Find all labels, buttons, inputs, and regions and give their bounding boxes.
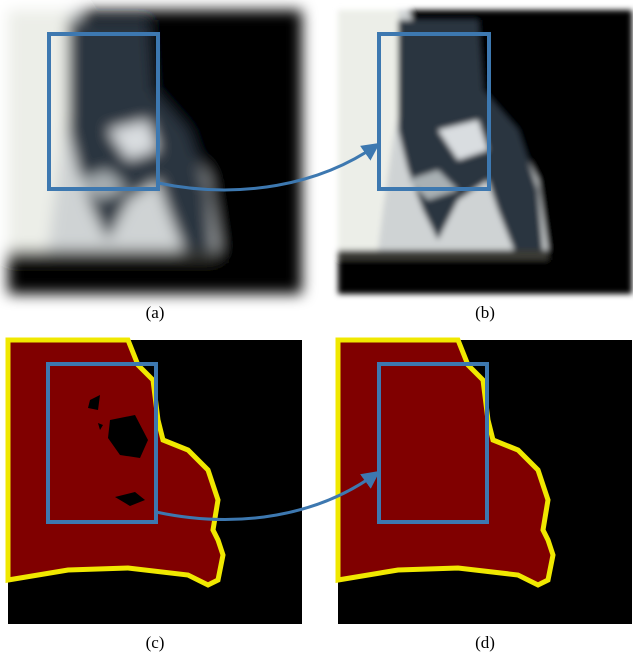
figure: (a) (b) (c) (d) [0,0,633,655]
panel-a [8,10,302,294]
caption: (a) [146,303,165,322]
panel-d [338,340,632,624]
caption: (c) [146,633,165,652]
caption: (b) [475,303,495,322]
caption: (d) [475,633,495,652]
panel-c [8,340,302,624]
panel-b [338,10,632,294]
